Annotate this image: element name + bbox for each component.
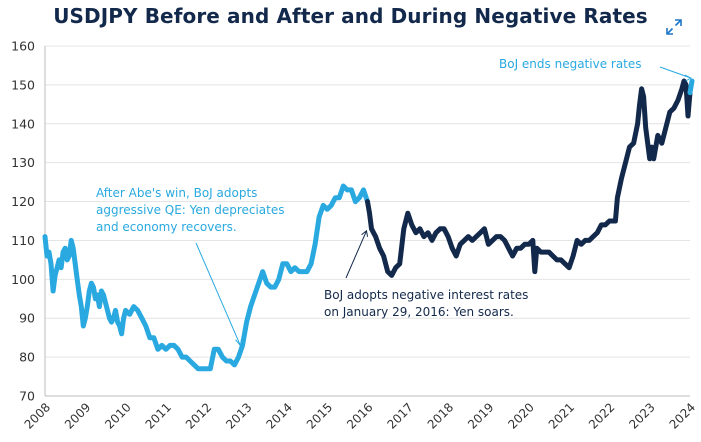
annotation-abe-qe-line: and economy recovers. — [96, 220, 237, 234]
y-tick-label: 90 — [19, 311, 35, 326]
expand-button[interactable] — [665, 18, 683, 36]
y-tick-label: 140 — [11, 116, 35, 131]
x-tick-label: 2020 — [505, 400, 536, 431]
axes — [44, 46, 690, 397]
y-tick-label: 70 — [19, 389, 35, 404]
x-tick-label: 2014 — [263, 400, 294, 431]
series-lines — [42, 78, 695, 372]
x-tick-label: 2011 — [143, 400, 174, 431]
annotation-arrowhead-abe-qe — [235, 338, 243, 347]
chart-title: USDJPY Before and After and During Negat… — [53, 4, 648, 28]
x-tick-label: 2009 — [62, 400, 93, 431]
y-tick-label: 150 — [11, 77, 35, 92]
annotation-boj-ends: BoJ ends negative rates — [499, 57, 642, 71]
x-tick-label: 2022 — [586, 400, 617, 431]
annotation-arrowhead-negative-rates — [361, 229, 369, 237]
annotation-arrow-abe-qe — [195, 242, 241, 346]
annotation-arrow-boj-ends — [659, 66, 691, 79]
y-tick-label: 120 — [11, 194, 35, 209]
gridlines — [45, 45, 690, 358]
y-tick-label: 110 — [11, 233, 35, 248]
series-line-1 — [42, 183, 370, 372]
y-tick-label: 130 — [11, 155, 35, 170]
x-tick-label: 2018 — [425, 400, 456, 431]
x-tick-label: 2017 — [384, 400, 415, 431]
y-tick-label: 160 — [11, 39, 35, 54]
x-tick-label: 2023 — [626, 400, 657, 431]
annotation-arrowhead-boj-ends — [684, 74, 692, 82]
annotation-arrow-negative-rates — [345, 230, 367, 279]
annotation-negative-rates-line: BoJ adopts negative interest rates — [324, 288, 528, 302]
x-tick-label: 2024 — [667, 400, 698, 431]
x-tick-label: 2015 — [304, 400, 335, 431]
annotation-abe-qe-line: aggressive QE: Yen depreciates — [96, 203, 285, 217]
y-tick-labels: 70 80 90 100 110 120 130 140 150 160 — [11, 39, 35, 404]
x-tick-label: 2021 — [546, 400, 577, 431]
series-line-2 — [365, 78, 693, 278]
series-line-3 — [687, 78, 695, 96]
y-tick-label: 80 — [19, 350, 35, 365]
annotation-abe-qe-line: After Abe's win, BoJ adopts — [96, 186, 257, 200]
x-tick-label: 2008 — [22, 400, 53, 431]
y-tick-label: 100 — [11, 272, 35, 287]
x-tick-label: 2010 — [102, 400, 133, 431]
annotations: After Abe's win, BoJ adopts aggressive QE… — [96, 57, 692, 347]
x-tick-label: 2016 — [344, 400, 375, 431]
x-tick-label: 2013 — [223, 400, 254, 431]
x-tick-label: 2019 — [465, 400, 496, 431]
x-tick-labels: 2008 2009 2010 2011 2012 2013 2014 2015 2016 2017… — [22, 400, 698, 431]
x-tick-label: 2012 — [183, 400, 214, 431]
annotation-negative-rates-line: on January 29, 2016: Yen soars. — [324, 305, 514, 319]
expand-arrows-icon — [666, 19, 682, 35]
